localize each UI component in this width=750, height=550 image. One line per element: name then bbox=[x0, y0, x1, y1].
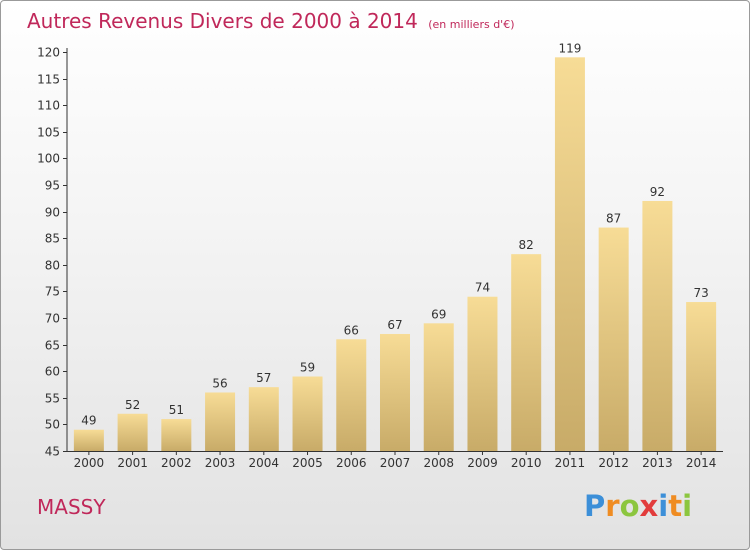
bar bbox=[642, 200, 673, 451]
bar bbox=[598, 227, 629, 451]
logo-letter: o bbox=[619, 489, 640, 523]
x-tick-label: 2010 bbox=[511, 456, 542, 470]
bar bbox=[511, 254, 542, 451]
bar-value-label: 49 bbox=[81, 414, 96, 428]
proxiti-logo: Proxiti bbox=[584, 489, 692, 523]
bar-value-label: 51 bbox=[169, 403, 184, 417]
x-tick-label: 2006 bbox=[336, 456, 367, 470]
bar bbox=[73, 429, 104, 451]
x-tick-label: 2008 bbox=[423, 456, 454, 470]
bar-value-label: 57 bbox=[256, 371, 271, 385]
x-tick-label: 2005 bbox=[292, 456, 323, 470]
y-tick-label: 70 bbox=[45, 312, 60, 326]
logo-letter: P bbox=[584, 489, 606, 523]
bar-value-label: 92 bbox=[650, 185, 665, 199]
bar-value-label: 59 bbox=[300, 361, 315, 375]
x-tick-label: 2004 bbox=[249, 456, 280, 470]
x-tick-label: 2011 bbox=[555, 456, 586, 470]
logo-letter: r bbox=[605, 489, 620, 523]
chart-title: Autres Revenus Divers de 2000 à 2014 (en… bbox=[27, 9, 515, 33]
bar-value-label: 69 bbox=[431, 307, 446, 321]
bar-value-label: 82 bbox=[519, 238, 534, 252]
bar bbox=[686, 302, 717, 451]
bar-value-label: 73 bbox=[693, 286, 708, 300]
logo-letter: i bbox=[658, 489, 669, 523]
y-tick-label: 50 bbox=[45, 418, 60, 432]
x-tick-label: 2009 bbox=[467, 456, 498, 470]
x-tick-label: 2013 bbox=[642, 456, 673, 470]
logo-letter: i bbox=[682, 489, 693, 523]
logo-letter: x bbox=[639, 489, 659, 523]
x-tick-label: 2003 bbox=[205, 456, 236, 470]
x-tick-label: 2007 bbox=[380, 456, 411, 470]
bar bbox=[554, 57, 585, 451]
bar bbox=[336, 339, 367, 451]
logo-letter: t bbox=[668, 489, 683, 523]
y-tick-label: 90 bbox=[45, 206, 60, 220]
bar bbox=[467, 296, 498, 451]
y-tick-label: 85 bbox=[45, 232, 60, 246]
y-tick-label: 45 bbox=[45, 445, 60, 459]
bar-value-label: 87 bbox=[606, 212, 621, 226]
y-tick-label: 55 bbox=[45, 392, 60, 406]
bar bbox=[292, 376, 323, 451]
y-tick-label: 100 bbox=[37, 152, 60, 166]
y-tick-label: 75 bbox=[45, 285, 60, 299]
y-tick-label: 120 bbox=[37, 46, 60, 60]
bar-value-label: 56 bbox=[212, 376, 227, 390]
bar bbox=[117, 413, 148, 451]
chart-unit-note: (en milliers d'€) bbox=[428, 18, 515, 31]
bar-value-label: 67 bbox=[387, 318, 402, 332]
chart-title-text: Autres Revenus Divers de 2000 à 2014 bbox=[27, 9, 418, 33]
bar bbox=[161, 419, 192, 451]
y-tick-label: 60 bbox=[45, 365, 60, 379]
city-label: MASSY bbox=[37, 495, 106, 519]
x-tick-label: 2001 bbox=[117, 456, 148, 470]
y-tick-label: 105 bbox=[37, 126, 60, 140]
x-tick-label: 2014 bbox=[686, 456, 717, 470]
y-tick-label: 110 bbox=[37, 99, 60, 113]
bar bbox=[380, 333, 410, 451]
y-tick-label: 95 bbox=[45, 179, 60, 193]
bar-value-label: 52 bbox=[125, 398, 140, 412]
y-tick-label: 115 bbox=[37, 73, 60, 87]
bar-value-label: 66 bbox=[344, 323, 359, 337]
bar bbox=[423, 323, 454, 451]
x-tick-label: 2002 bbox=[161, 456, 192, 470]
bar-value-label: 74 bbox=[475, 281, 490, 295]
bar bbox=[205, 392, 236, 451]
x-tick-label: 2000 bbox=[74, 456, 105, 470]
y-tick-label: 80 bbox=[45, 259, 60, 273]
y-tick-label: 65 bbox=[45, 339, 60, 353]
bar bbox=[248, 387, 279, 451]
x-tick-label: 2012 bbox=[598, 456, 629, 470]
bar-value-label: 119 bbox=[558, 41, 581, 55]
